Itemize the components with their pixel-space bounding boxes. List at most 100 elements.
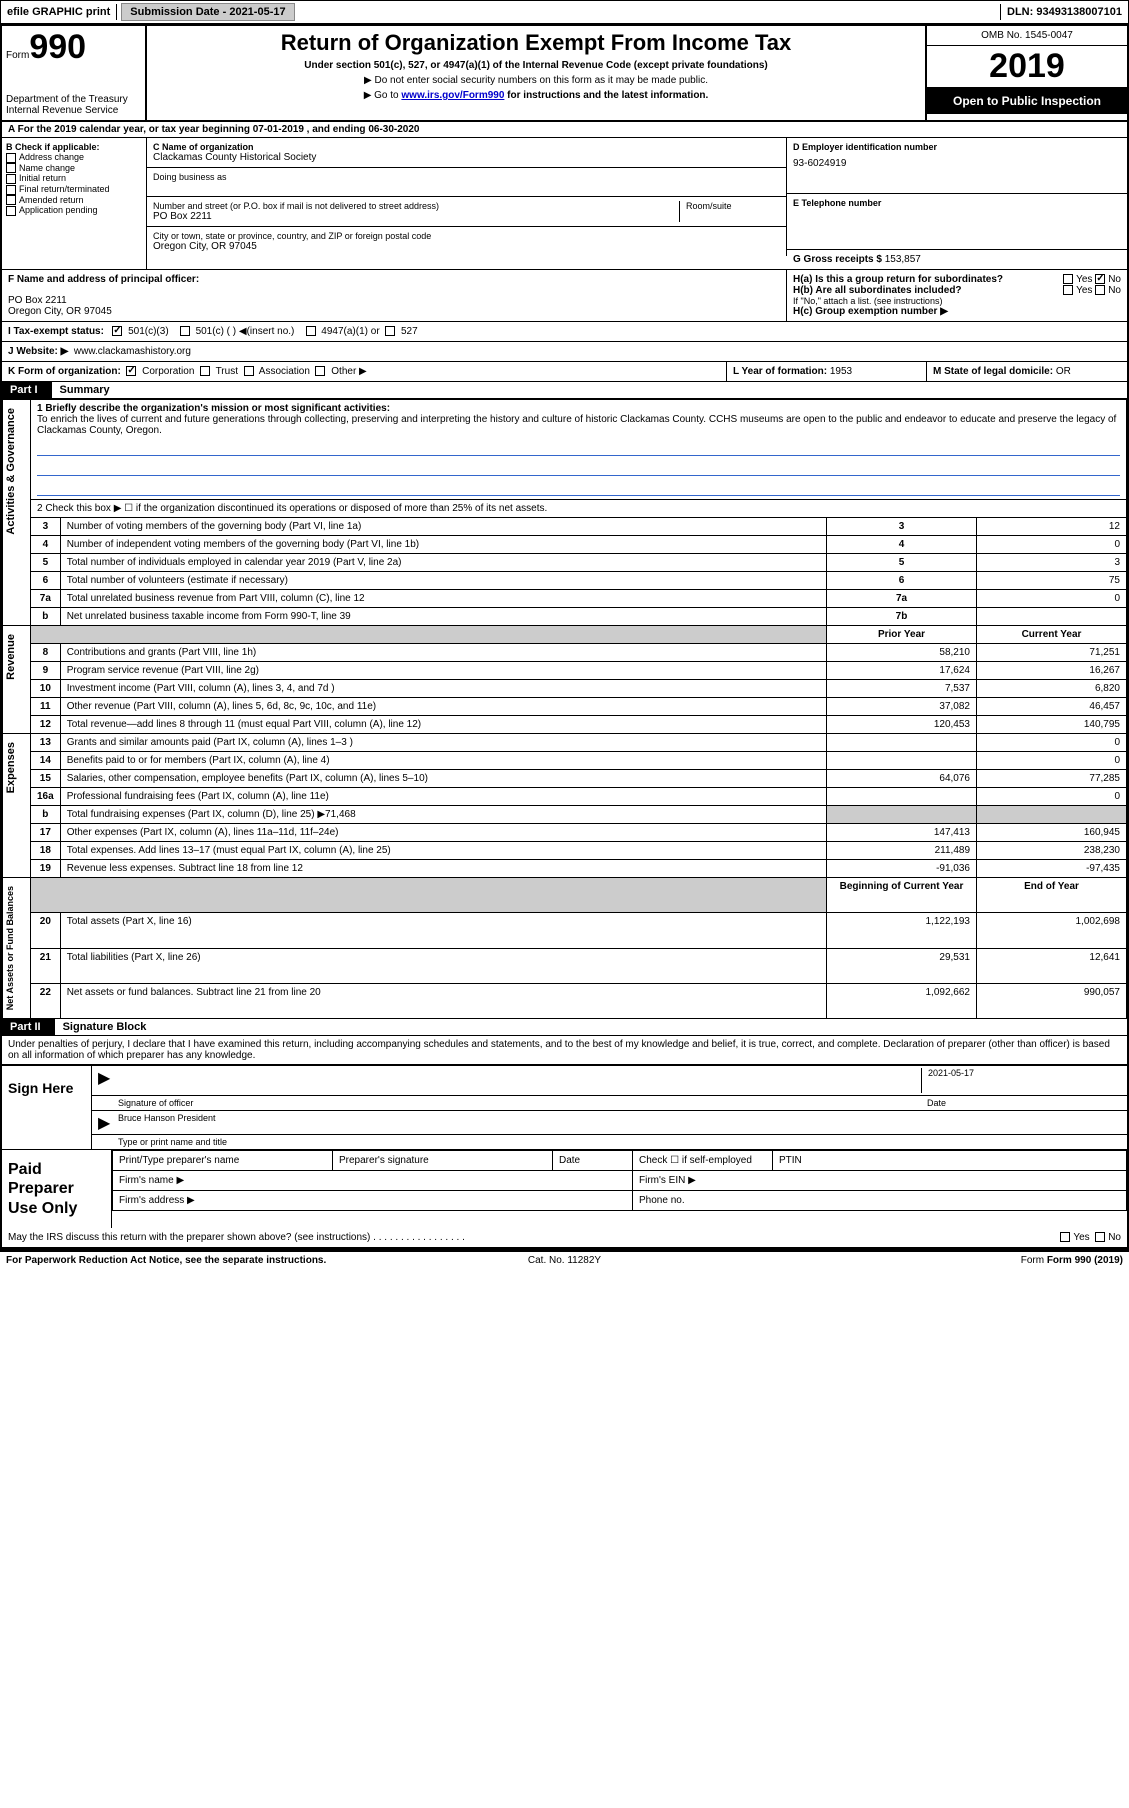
col-c: C Name of organization Clackamas County … xyxy=(147,138,787,269)
ha-yes-label: Yes xyxy=(1076,274,1092,285)
row-desc: Other revenue (Part VIII, column (A), li… xyxy=(60,698,826,716)
row-desc: Benefits paid to or for members (Part IX… xyxy=(60,752,826,770)
row-cy: 12,641 xyxy=(977,948,1127,983)
cb-other[interactable] xyxy=(315,366,325,376)
dln-box: DLN: 93493138007101 xyxy=(1000,4,1128,20)
dept-irs: Internal Revenue Service xyxy=(6,105,141,116)
row-num: 7a xyxy=(31,590,61,608)
tel-cell: E Telephone number xyxy=(787,194,1127,250)
row-box: 6 xyxy=(827,572,977,590)
col-b: B Check if applicable: Address change Na… xyxy=(2,138,147,269)
type-name-label: Type or print name and title xyxy=(118,1137,1121,1147)
omb-number: OMB No. 1545-0047 xyxy=(927,26,1127,46)
row-cy: 0 xyxy=(977,788,1127,806)
opt-4947: 4947(a)(1) or xyxy=(321,326,379,337)
efile-label: efile GRAPHIC print xyxy=(1,4,117,20)
form-footer-val: Form 990 (2019) xyxy=(1047,1255,1123,1266)
row-num: 17 xyxy=(31,824,61,842)
section-h-box: H(a) Is this a group return for subordin… xyxy=(787,270,1127,321)
cb-initial-return[interactable] xyxy=(6,174,16,184)
line1-text: To enrich the lives of current and futur… xyxy=(37,414,1120,436)
submission-label: Submission Date - xyxy=(130,6,229,18)
cb-trust[interactable] xyxy=(200,366,210,376)
ein-value: 93-6024919 xyxy=(793,158,1121,169)
cb-app-pending[interactable] xyxy=(6,206,16,216)
cb-501c[interactable] xyxy=(180,326,190,336)
org-name-cell: C Name of organization Clackamas County … xyxy=(147,138,787,168)
cb-name-change[interactable] xyxy=(6,163,16,173)
current-year-hdr: Current Year xyxy=(977,626,1127,644)
city-label: City or town, state or province, country… xyxy=(153,231,780,241)
table-row: 3Number of voting members of the governi… xyxy=(3,518,1127,536)
row-num: 9 xyxy=(31,662,61,680)
cb-527[interactable] xyxy=(385,326,395,336)
end-year-hdr: End of Year xyxy=(977,878,1127,913)
row-val xyxy=(977,608,1127,626)
section-a: A For the 2019 calendar year, or tax yea… xyxy=(2,122,1127,138)
row-num: 18 xyxy=(31,842,61,860)
table-row: bTotal fundraising expenses (Part IX, co… xyxy=(3,806,1127,824)
hb-yes[interactable] xyxy=(1063,285,1073,295)
row-desc: Total unrelated business revenue from Pa… xyxy=(60,590,826,608)
section-f: F Name and address of principal officer:… xyxy=(2,270,787,321)
part1-table: Activities & Governance 1 Briefly descri… xyxy=(2,399,1127,1019)
check-self-label: Check ☐ if self-employed xyxy=(633,1151,773,1171)
table-row: 9Program service revenue (Part VIII, lin… xyxy=(3,662,1127,680)
top-bar: efile GRAPHIC print Submission Date - 20… xyxy=(0,0,1129,24)
addr-cell: Number and street (or P.O. box if mail i… xyxy=(147,197,787,227)
cb-4947[interactable] xyxy=(306,326,316,336)
org-name: Clackamas County Historical Society xyxy=(153,152,780,163)
discuss-label: May the IRS discuss this return with the… xyxy=(8,1232,370,1243)
ha-yes[interactable] xyxy=(1063,274,1073,284)
side-rev: Revenue xyxy=(3,626,19,688)
k-opt-1: Trust xyxy=(216,366,238,377)
cb-assoc[interactable] xyxy=(244,366,254,376)
k-label: K Form of organization: xyxy=(8,366,121,377)
cb-label-5: Application pending xyxy=(19,205,98,215)
discuss-yes[interactable] xyxy=(1060,1232,1070,1242)
dept-treasury: Department of the Treasury xyxy=(6,94,141,105)
row-py-shade xyxy=(827,806,977,824)
side-exp: Expenses xyxy=(3,734,19,801)
table-row: 15Salaries, other compensation, employee… xyxy=(3,770,1127,788)
cb-label-0: Address change xyxy=(19,152,84,162)
hb-no[interactable] xyxy=(1095,285,1105,295)
row-py xyxy=(827,734,977,752)
firm-addr-label: Firm's address ▶ xyxy=(113,1191,633,1211)
form990-link[interactable]: www.irs.gov/Form990 xyxy=(401,90,504,101)
line1-label: 1 Briefly describe the organization's mi… xyxy=(37,403,1120,414)
part2-label: Part II xyxy=(2,1019,55,1035)
hb-no-label: No xyxy=(1108,285,1121,296)
submission-date-button[interactable]: Submission Date - 2021-05-17 xyxy=(121,3,294,21)
row-val: 3 xyxy=(977,554,1127,572)
form-frame: Form990 Department of the Treasury Inter… xyxy=(0,24,1129,1251)
row-py: 58,210 xyxy=(827,644,977,662)
city-value: Oregon City, OR 97045 xyxy=(153,241,780,252)
arrow-icon: ▶ xyxy=(98,1113,118,1132)
l-label: L Year of formation: xyxy=(733,366,830,377)
row-num: 12 xyxy=(31,716,61,734)
addr-label: Number and street (or P.O. box if mail i… xyxy=(153,201,673,211)
row-desc: Program service revenue (Part VIII, line… xyxy=(60,662,826,680)
sign-block: Sign Here ▶ 2021-05-17 Signature of offi… xyxy=(2,1064,1127,1149)
officer-name: Bruce Hanson President xyxy=(118,1113,1121,1132)
cb-amended[interactable] xyxy=(6,195,16,205)
hb-note: If "No," attach a list. (see instruction… xyxy=(793,296,1121,306)
table-row: 10Investment income (Part VIII, column (… xyxy=(3,680,1127,698)
cb-address-change[interactable] xyxy=(6,153,16,163)
note2-pre: ▶ Go to xyxy=(364,90,402,101)
cb-corp[interactable] xyxy=(126,366,136,376)
cb-final-return[interactable] xyxy=(6,185,16,195)
ein-label: D Employer identification number xyxy=(793,142,1121,152)
form-note2: ▶ Go to www.irs.gov/Form990 for instruct… xyxy=(155,90,917,101)
form-header: Form990 Department of the Treasury Inter… xyxy=(2,26,1127,122)
row-num: 6 xyxy=(31,572,61,590)
discuss-no[interactable] xyxy=(1095,1232,1105,1242)
row-cy: 160,945 xyxy=(977,824,1127,842)
header-left: Form990 Department of the Treasury Inter… xyxy=(2,26,147,120)
cb-501c3[interactable] xyxy=(112,326,122,336)
tel-label: E Telephone number xyxy=(793,198,1121,208)
ha-no[interactable] xyxy=(1095,274,1105,284)
hb-yes-label: Yes xyxy=(1076,285,1092,296)
row-num: 19 xyxy=(31,860,61,878)
